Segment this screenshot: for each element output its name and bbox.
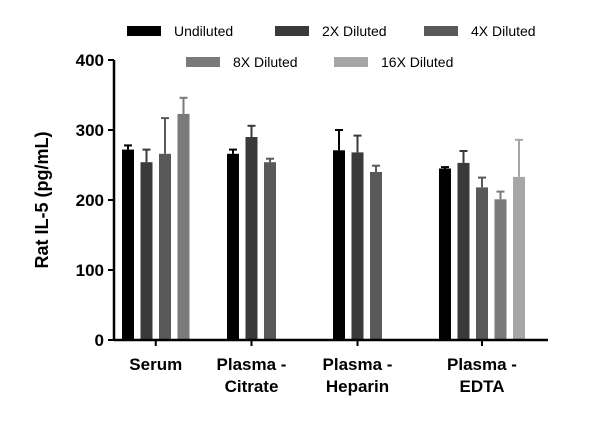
legend-swatch <box>334 57 368 67</box>
bar <box>370 172 382 340</box>
bar <box>245 137 258 340</box>
y-tick-label: 200 <box>76 191 104 210</box>
bars-group <box>122 96 525 341</box>
bar <box>439 168 451 340</box>
legend-label: 16X Diluted <box>381 54 453 70</box>
bar <box>122 149 134 340</box>
x-tick-label: EDTA <box>459 377 504 396</box>
bar <box>351 152 364 340</box>
legend-swatch <box>275 26 309 36</box>
legend-swatch <box>186 57 220 67</box>
legend-label: 2X Diluted <box>322 23 387 39</box>
legend-swatch <box>127 26 161 36</box>
y-tick-label: 300 <box>76 121 104 140</box>
bar <box>457 162 470 340</box>
legend-label: Undiluted <box>174 23 233 39</box>
x-tick-label: Serum <box>129 355 182 374</box>
bar <box>227 153 239 340</box>
legend-swatch <box>424 26 458 36</box>
bar <box>140 162 153 340</box>
bar <box>333 150 345 340</box>
x-tick-label: Citrate <box>225 377 279 396</box>
axes: 0 100 200 300 400 Serum Plasma - Citrate Plasma … <box>76 51 548 396</box>
y-axis-title: Rat IL-5 (pg/mL) <box>32 132 52 269</box>
y-tick-label: 0 <box>95 331 104 350</box>
bar <box>177 113 190 341</box>
x-tick-label: Plasma - <box>447 355 517 374</box>
x-tick-label: Plasma - <box>217 355 287 374</box>
bar <box>476 187 488 340</box>
legend: Undiluted 2X Diluted 4X Diluted 8X Diluted 1… <box>127 23 536 70</box>
bar <box>513 176 525 340</box>
y-tick-label: 400 <box>76 51 104 70</box>
x-tick-label: Plasma - <box>323 355 393 374</box>
legend-label: 4X Diluted <box>471 23 536 39</box>
legend-label: 8X Diluted <box>233 54 298 70</box>
x-tick-label: Heparin <box>326 377 389 396</box>
bar <box>159 153 171 340</box>
bar <box>264 162 276 340</box>
y-tick-label: 100 <box>76 261 104 280</box>
bar <box>494 199 507 340</box>
